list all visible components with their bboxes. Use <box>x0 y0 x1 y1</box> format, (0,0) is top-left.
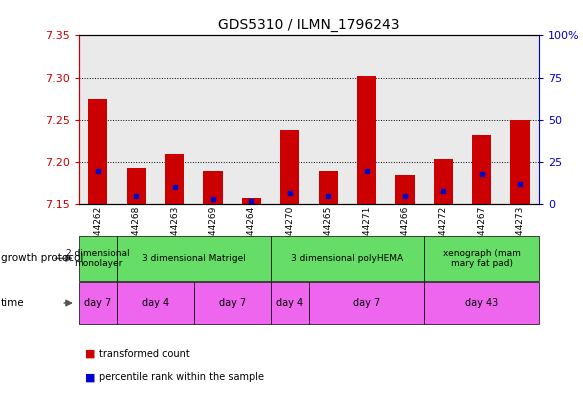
Bar <box>194 35 232 204</box>
Text: transformed count: transformed count <box>99 349 190 359</box>
Title: GDS5310 / ILMN_1796243: GDS5310 / ILMN_1796243 <box>218 18 400 31</box>
Bar <box>472 135 491 204</box>
Bar <box>386 35 424 204</box>
Text: day 7: day 7 <box>353 298 380 308</box>
Bar <box>165 154 184 204</box>
Text: time: time <box>1 298 25 308</box>
Bar <box>434 159 453 204</box>
Bar <box>271 35 309 204</box>
Bar <box>318 171 338 204</box>
Text: 3 dimensional polyHEMA: 3 dimensional polyHEMA <box>292 254 403 263</box>
Text: ■: ■ <box>85 372 95 382</box>
Bar <box>424 35 462 204</box>
Bar <box>117 35 156 204</box>
Text: xenograph (mam
mary fat pad): xenograph (mam mary fat pad) <box>442 249 521 268</box>
Text: ■: ■ <box>85 349 95 359</box>
Text: 2 dimensional
monolayer: 2 dimensional monolayer <box>66 249 129 268</box>
Bar <box>242 198 261 204</box>
Bar <box>280 130 300 204</box>
Text: day 7: day 7 <box>85 298 111 308</box>
Text: day 4: day 4 <box>142 298 169 308</box>
Text: growth protocol: growth protocol <box>1 253 83 263</box>
Bar <box>395 175 415 204</box>
Text: day 7: day 7 <box>219 298 246 308</box>
Bar <box>347 35 386 204</box>
Bar <box>462 35 501 204</box>
Bar <box>309 35 347 204</box>
Bar <box>501 35 539 204</box>
Text: 3 dimensional Matrigel: 3 dimensional Matrigel <box>142 254 246 263</box>
Bar <box>357 76 376 204</box>
Text: day 4: day 4 <box>276 298 303 308</box>
Bar <box>88 99 107 204</box>
Bar <box>232 35 271 204</box>
Bar <box>79 35 117 204</box>
Bar <box>203 171 223 204</box>
Text: day 43: day 43 <box>465 298 498 308</box>
Bar <box>511 120 530 204</box>
Bar <box>156 35 194 204</box>
Bar <box>127 168 146 204</box>
Text: percentile rank within the sample: percentile rank within the sample <box>99 372 264 382</box>
